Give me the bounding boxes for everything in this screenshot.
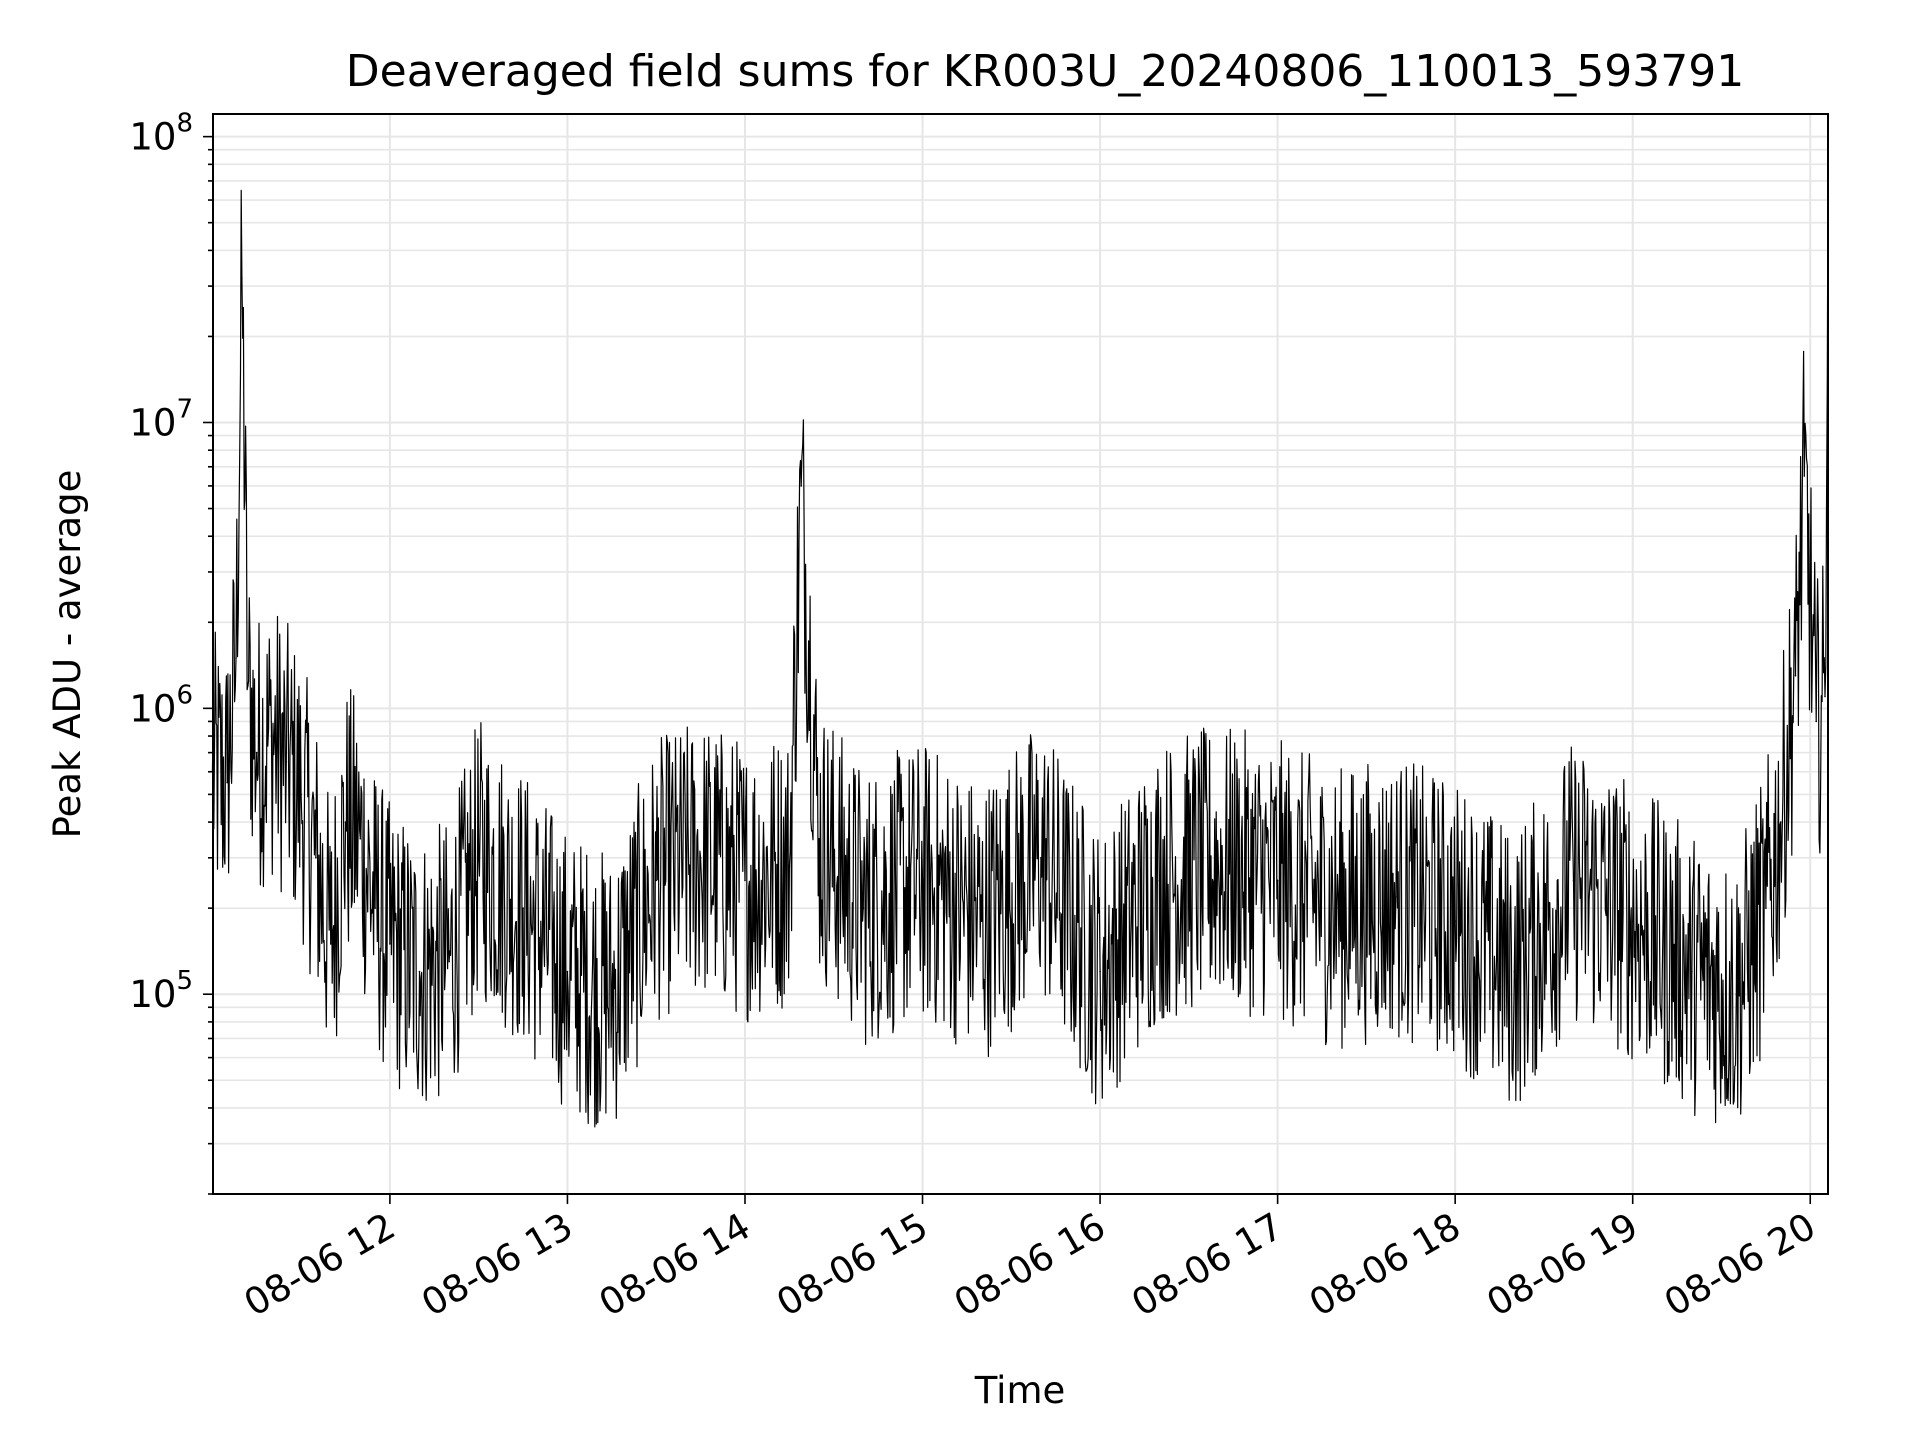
data-point: [1765, 907, 1767, 909]
data-point: [359, 837, 362, 840]
data-point: [1803, 475, 1806, 477]
data-point: [235, 657, 237, 659]
y-tick-base: 10: [129, 687, 176, 730]
data-point: [818, 837, 820, 840]
y-tick-label: 106: [129, 680, 193, 730]
data-point: [1572, 879, 1575, 882]
data-point: [611, 993, 613, 995]
y-tick-exponent: 6: [176, 680, 193, 710]
data-point: [655, 879, 657, 882]
data-point: [1691, 970, 1693, 973]
data-point: [1631, 920, 1634, 922]
data-point: [1276, 879, 1279, 882]
y-tick-label: 107: [129, 394, 193, 444]
data-point: [344, 821, 347, 823]
data-point: [522, 907, 524, 909]
y-tick-base: 10: [129, 973, 176, 1016]
data-point: [921, 879, 924, 882]
data-point: [1794, 675, 1797, 677]
x-axis-label: Time: [974, 1369, 1066, 1412]
data-point: [1336, 907, 1338, 909]
y-tick-base: 10: [129, 116, 176, 159]
data-point: [477, 857, 480, 859]
y-tick-exponent: 7: [176, 394, 193, 424]
data-point: [255, 751, 258, 754]
y-tick-label: 108: [129, 109, 193, 159]
data-point: [315, 857, 317, 859]
y-axis-label: Peak ADU - average: [46, 470, 89, 839]
data-point: [1158, 879, 1161, 882]
data-point: [744, 879, 746, 882]
y-tick-base: 10: [129, 401, 176, 444]
data-point: [241, 277, 243, 279]
data-series-line: [211, 163, 1829, 1128]
data-point: [226, 781, 228, 784]
data-point: [389, 943, 391, 945]
data-point: [1040, 857, 1042, 859]
data-point: [300, 793, 302, 796]
data-point: [1395, 895, 1397, 898]
data-point: [862, 907, 865, 909]
data-point: [1454, 920, 1456, 922]
y-tick-label: 105: [129, 966, 193, 1016]
y-tick-exponent: 5: [176, 966, 193, 996]
data-point: [270, 735, 273, 737]
data-point: [800, 485, 802, 487]
y-tick-exponent: 8: [176, 109, 193, 139]
data-point: [329, 943, 332, 945]
data-point: [247, 684, 249, 687]
data-point: [788, 865, 791, 868]
data-point: [374, 907, 376, 909]
data-point: [1099, 970, 1101, 973]
data-point: [1735, 993, 1738, 995]
data-point: [1513, 970, 1516, 973]
chart-title: Deaveraged field sums for KR003U_2024080…: [346, 46, 1744, 97]
data-point: [1824, 695, 1826, 698]
data-point: [566, 970, 569, 973]
data-point: [448, 960, 450, 963]
data-point: [1779, 821, 1782, 823]
data-point: [1217, 865, 1220, 868]
series-path: [211, 164, 1829, 1128]
data-point: [699, 857, 702, 859]
data-point: [980, 920, 983, 922]
data-point: [1815, 720, 1817, 723]
plot-frame: [212, 113, 1829, 1195]
data-point: [418, 970, 421, 973]
data-point: [285, 761, 288, 763]
